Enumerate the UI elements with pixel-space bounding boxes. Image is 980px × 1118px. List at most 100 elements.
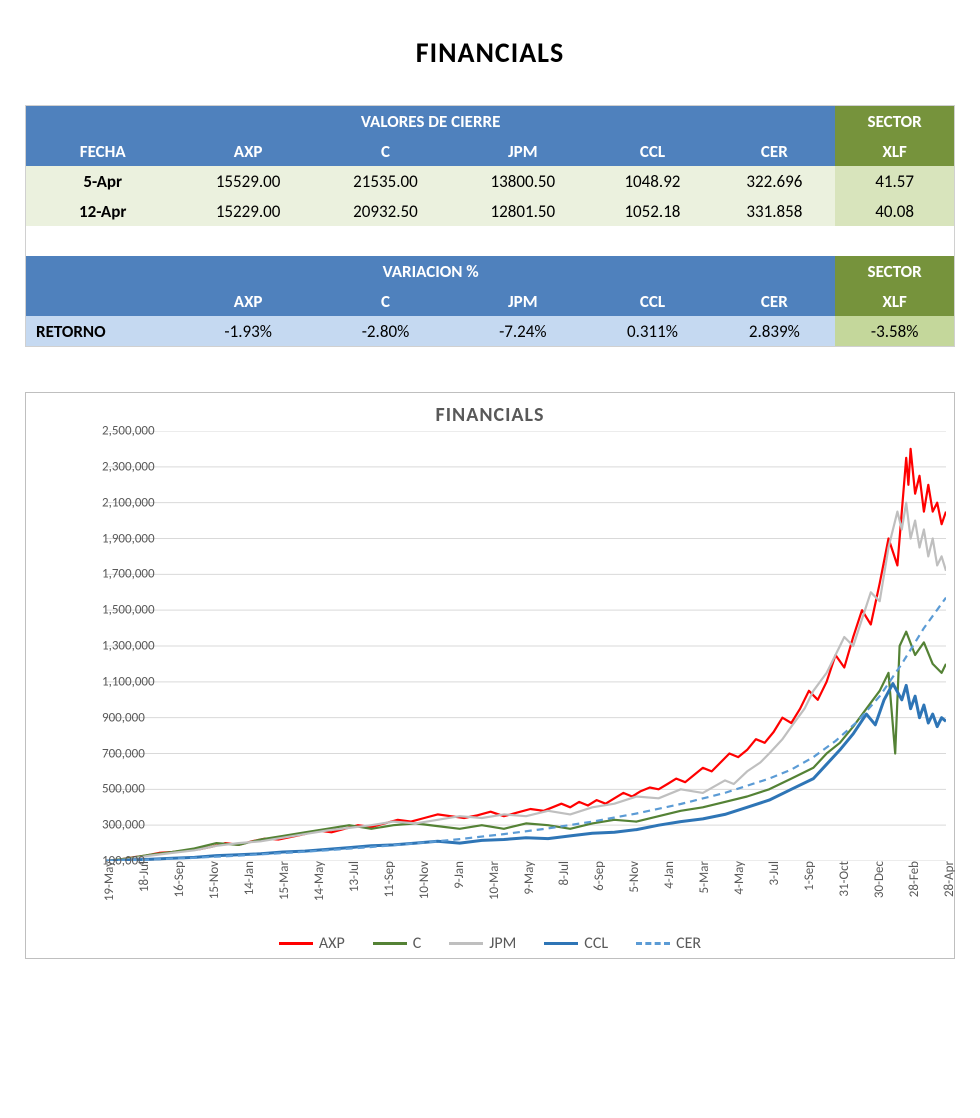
- cell-val: 12801.50: [454, 196, 591, 226]
- cell-val: 2.839%: [713, 316, 835, 346]
- legend-swatch: [373, 942, 407, 945]
- table-row: 5-Apr 15529.00 21535.00 13800.50 1048.92…: [26, 166, 954, 196]
- var-col-blank: [26, 286, 179, 316]
- legend-swatch: [544, 942, 578, 945]
- x-tick-label: 18-Jul: [135, 861, 152, 892]
- var-col-axp: AXP: [179, 286, 316, 316]
- legend-label: AXP: [319, 934, 345, 953]
- x-tick-label: 14-May: [310, 861, 327, 901]
- x-tick-label: 9-Jan: [450, 861, 467, 889]
- x-tick-label: 9-May: [520, 861, 537, 895]
- cell-val: 20932.50: [317, 196, 454, 226]
- line-chart-svg: [36, 431, 946, 861]
- x-tick-label: 10-Mar: [485, 861, 502, 900]
- legend-label: C: [413, 934, 422, 953]
- col-axp: AXP: [179, 136, 316, 166]
- legend-swatch: [279, 942, 313, 945]
- y-tick-label: 900,000: [102, 710, 106, 725]
- cell-retorno-label: RETORNO: [26, 316, 179, 346]
- var-col-cer: CER: [713, 286, 835, 316]
- legend-label: CCL: [584, 934, 608, 953]
- x-tick-label: 28-Feb: [905, 861, 922, 897]
- x-tick-label: 19-May: [100, 861, 117, 901]
- cell-val: 15229.00: [179, 196, 316, 226]
- tables-container: VALORES DE CIERRE SECTOR FECHA AXP C JPM…: [25, 105, 955, 347]
- legend-item: CER: [636, 934, 701, 953]
- close-values-table: VALORES DE CIERRE SECTOR FECHA AXP C JPM…: [26, 106, 954, 346]
- var-col-c: C: [317, 286, 454, 316]
- cell-val: 21535.00: [317, 166, 454, 196]
- chart-legend: AXP C JPM CCL CER: [36, 931, 944, 953]
- y-tick-label: 1,500,000: [102, 603, 106, 618]
- cell-val: 331.858: [713, 196, 835, 226]
- x-tick-label: 1-Sep: [800, 861, 817, 891]
- cell-val: 322.696: [713, 166, 835, 196]
- x-tick-label: 8-Jul: [555, 861, 572, 886]
- y-tick-label: 2,100,000: [102, 495, 106, 510]
- y-tick-label: 300,000: [102, 818, 106, 833]
- x-tick-label: 3-Jul: [765, 861, 782, 886]
- y-tick-label: 1,700,000: [102, 567, 106, 582]
- cell-val: -1.93%: [179, 316, 316, 346]
- col-ccl: CCL: [591, 136, 713, 166]
- x-tick-label: 28-Apr: [940, 861, 957, 897]
- cell-val: 1052.18: [591, 196, 713, 226]
- legend-label: JPM: [489, 934, 516, 953]
- y-tick-label: 1,300,000: [102, 639, 106, 654]
- col-xlf: XLF: [835, 136, 954, 166]
- legend-item: CCL: [544, 934, 608, 953]
- x-tick-label: 4-Jan: [660, 861, 677, 889]
- plot-area: 100,000300,000500,000700,000900,0001,100…: [36, 431, 944, 861]
- var-col-ccl: CCL: [591, 286, 713, 316]
- cell-val: 13800.50: [454, 166, 591, 196]
- x-tick-label: 15-Mar: [275, 861, 292, 900]
- chart-title: FINANCIALS: [36, 403, 944, 427]
- legend-item: AXP: [279, 934, 345, 953]
- legend-swatch: [636, 942, 670, 945]
- y-tick-label: 2,500,000: [102, 424, 106, 439]
- var-col-jpm: JPM: [454, 286, 591, 316]
- table-row: RETORNO -1.93% -2.80% -7.24% 0.311% 2.83…: [26, 316, 954, 346]
- col-jpm: JPM: [454, 136, 591, 166]
- cell-sector: 41.57: [835, 166, 954, 196]
- x-tick-label: 6-Sep: [590, 861, 607, 891]
- col-c: C: [317, 136, 454, 166]
- var-col-xlf: XLF: [835, 286, 954, 316]
- x-tick-label: 5-Mar: [695, 861, 712, 893]
- cell-val: 0.311%: [591, 316, 713, 346]
- cell-fecha: 12-Apr: [26, 196, 179, 226]
- legend-item: C: [373, 934, 422, 953]
- cell-val: 15529.00: [179, 166, 316, 196]
- legend-label: CER: [676, 934, 701, 953]
- legend-swatch: [449, 942, 483, 945]
- close-header-main: VALORES DE CIERRE: [26, 106, 835, 136]
- x-tick-label: 5-Nov: [625, 861, 642, 893]
- var-header-main: VARIACION %: [26, 256, 835, 286]
- y-tick-label: 700,000: [102, 746, 106, 761]
- cell-sector: -3.58%: [835, 316, 954, 346]
- x-tick-label: 4-May: [730, 861, 747, 895]
- legend-item: JPM: [449, 934, 516, 953]
- x-tick-label: 31-Oct: [835, 861, 852, 897]
- y-tick-label: 500,000: [102, 782, 106, 797]
- y-tick-label: 1,900,000: [102, 531, 106, 546]
- cell-val: -2.80%: [317, 316, 454, 346]
- x-tick-label: 16-Sep: [170, 861, 187, 897]
- cell-val: -7.24%: [454, 316, 591, 346]
- x-tick-label: 11-Sep: [380, 861, 397, 897]
- var-header-sector: SECTOR: [835, 256, 954, 286]
- chart-container: FINANCIALS 100,000300,000500,000700,0009…: [25, 392, 955, 959]
- col-cer: CER: [713, 136, 835, 166]
- x-tick-label: 15-Nov: [205, 861, 222, 899]
- col-fecha: FECHA: [26, 136, 179, 166]
- y-tick-label: 1,100,000: [102, 674, 106, 689]
- cell-val: 1048.92: [591, 166, 713, 196]
- table-row: 12-Apr 15229.00 20932.50 12801.50 1052.1…: [26, 196, 954, 226]
- page-title: FINANCIALS: [25, 35, 955, 70]
- x-tick-label: 14-Jan: [240, 861, 257, 895]
- y-tick-label: 2,300,000: [102, 459, 106, 474]
- x-tick-label: 13-Jul: [345, 861, 362, 892]
- cell-sector: 40.08: [835, 196, 954, 226]
- x-tick-label: 10-Nov: [415, 861, 432, 899]
- x-tick-label: 30-Dec: [870, 861, 887, 898]
